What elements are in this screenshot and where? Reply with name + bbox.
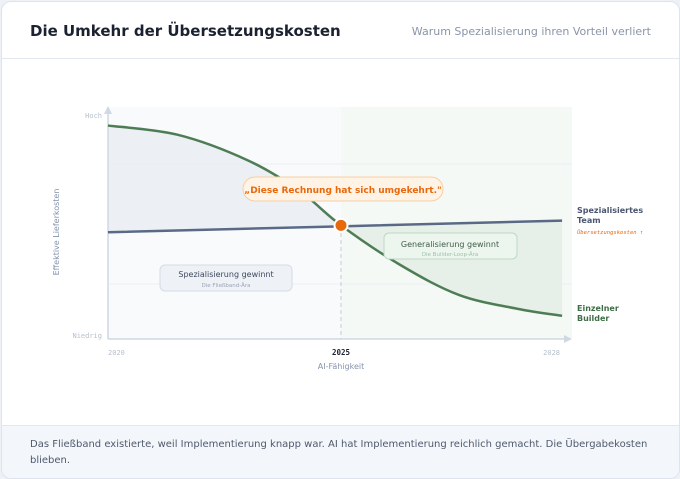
- x-axis-arrow-icon: [564, 335, 572, 343]
- crossover-point: [333, 217, 349, 233]
- series-label-specialized-team: Spezialisiertes Team: [577, 206, 643, 225]
- callout-box: [242, 176, 444, 202]
- x-tick-label: 2020: [108, 349, 125, 357]
- page-title: Die Umkehr der Übersetzungskosten: [30, 22, 341, 40]
- y-tick-label: Hoch: [85, 112, 102, 120]
- page-subtitle: Warum Spezialisierung ihren Vorteil verl…: [411, 25, 651, 38]
- header: Die Umkehr der Übersetzungskosten Warum …: [2, 2, 679, 59]
- right-region-title: Generalisierung gewinnt: [401, 240, 499, 249]
- y-axis-label: Effektive Lieferkosten: [52, 189, 61, 276]
- x-tick-label: 2025: [332, 348, 350, 357]
- series-note: Übersetzungskosten ↑: [577, 229, 643, 236]
- right-region-subtitle: Die Builder-Loop-Ära: [422, 251, 478, 258]
- y-tick-label: Niedrig: [72, 332, 102, 340]
- left-area-fill: [108, 125, 341, 233]
- series-label-single-builder: Einzelner Builder: [577, 304, 619, 323]
- callout-text: „Diese Rechnung hat sich umgekehrt.": [244, 186, 441, 196]
- x-tick-label: 2028: [543, 349, 560, 357]
- left-region-title: Spezialisierung gewinnt: [178, 270, 273, 279]
- left-region-subtitle: Die Fließband-Ära: [201, 282, 250, 289]
- footer-text: Das Fließband existierte, weil Implement…: [30, 439, 648, 466]
- x-axis-label: AI-Fähigkeit: [318, 362, 365, 371]
- right-region-label: [383, 232, 518, 260]
- y-axis-arrow-icon: [104, 106, 112, 114]
- left-region-label: [159, 264, 293, 292]
- footer: Das Fließband existierte, weil Implement…: [2, 425, 679, 478]
